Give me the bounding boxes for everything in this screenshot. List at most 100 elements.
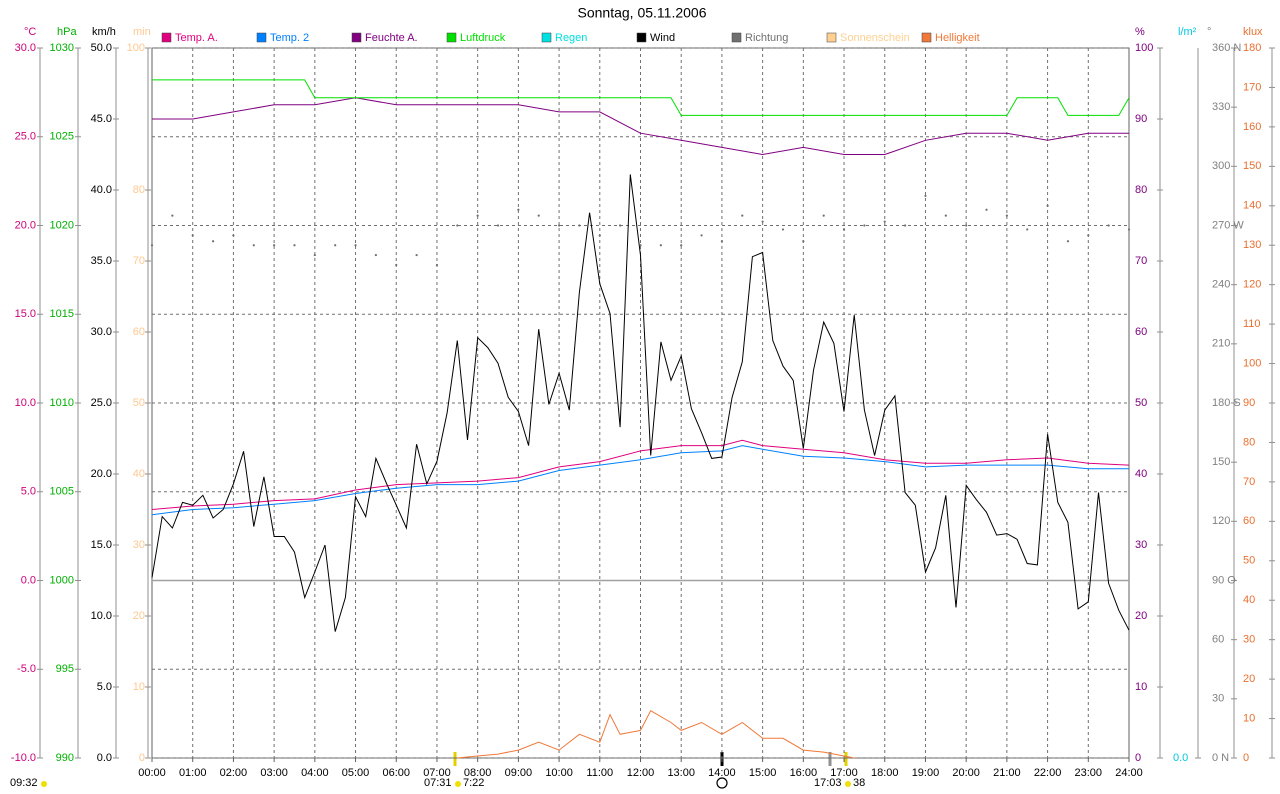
y-tick-label: 1000 [50,574,74,586]
series-line [151,174,1130,632]
direction-dot [741,214,744,217]
y-tick-label: 110 [1243,318,1261,330]
y-tick-label: 60 [1135,326,1147,338]
legend-swatch [256,32,267,43]
y-tick-label: 90 [1243,397,1255,409]
y-tick-label: 0 [139,752,145,764]
direction-dot [1107,224,1110,227]
annotation: 17:03 [814,777,842,789]
direction-dot [1046,204,1049,207]
direction-dot [1066,240,1070,243]
y-tick-label: 15.0 [91,539,112,551]
y-tick-label: 360 N [1212,42,1241,54]
direction-dot [700,234,703,237]
y-tick-label: 50 [1243,555,1255,567]
sun-icon [845,781,851,787]
legend-swatch [446,32,457,43]
direction-dot [781,228,785,231]
legend-label: Feuchte A. [365,32,418,44]
direction-dot [252,244,255,247]
direction-dot [985,208,988,211]
x-tick-label: 03:00 [260,767,288,779]
x-tick-label: 24:00 [1115,767,1143,779]
axis-unit: l/m² [1178,26,1197,38]
y-tick-label: 40.0 [91,184,112,196]
legend-swatch [541,32,552,43]
series-line [152,97,1129,156]
direction-dot [293,244,296,247]
legend-swatch [731,32,742,43]
y-tick-label: 270 W [1212,219,1244,231]
series-line [457,710,855,759]
legend-label: Regen [555,32,587,44]
y-tick-label: 45.0 [91,113,112,125]
direction-dot [354,244,357,247]
direction-dot [822,214,825,217]
direction-dot [334,244,337,247]
direction-dot [395,263,398,267]
y-tick-label: -5.0 [17,663,36,675]
x-tick-label: 08:00 [464,767,492,779]
y-tick-label: 995 [56,663,74,675]
series-line [151,445,1129,516]
annotation: 38 [853,777,865,789]
y-tick-label: 150 [1243,160,1261,172]
y-tick-label: 0 [1135,752,1141,764]
y-tick-label: 25.0 [91,397,112,409]
y-tick-label: 25.0 [15,131,36,143]
annotation: 09:32 [10,777,38,789]
y-tick-label: 1005 [50,486,74,498]
direction-dot [191,234,194,237]
y-tick-label: 100 [1135,42,1153,54]
y-tick-label: 10.0 [91,610,112,622]
y-tick-label: 30.0 [15,42,36,54]
direction-dot [883,220,886,223]
x-tick-label: 07:00 [423,767,451,779]
direction-dot [313,253,316,257]
direction-dot [659,244,662,247]
y-tick-label: 5.0 [21,486,36,498]
direction-dot [802,240,805,243]
x-tick-label: 16:00 [790,767,818,779]
y-tick-label: 170 [1243,81,1261,93]
y-tick-label: 10.0 [15,397,36,409]
legend-label: Sonnenschein [840,32,910,44]
direction-dot [415,253,418,257]
y-tick-label: 150 [1212,456,1230,468]
y-tick-label: 40 [1243,594,1255,606]
y-tick-label: 1030 [50,42,74,54]
legend-swatch [826,32,837,43]
direction-dot [924,194,927,198]
y-tick-label: 20.0 [15,219,36,231]
direction-dot [944,214,947,217]
y-tick-label: 10 [133,681,145,693]
direction-dot [863,224,866,227]
y-tick-label: 20 [1243,673,1255,685]
direction-dot [842,228,846,231]
direction-dot [1087,234,1090,237]
y-tick-label: 140 [1243,200,1261,212]
annotation: 07:31 [424,777,452,789]
y-tick-label: 100 [1243,357,1261,369]
y-tick-label: 1025 [50,131,74,143]
axis-unit: klux [1243,26,1263,38]
y-tick-label: 120 [1212,515,1230,527]
legend-swatch [636,32,647,43]
x-tick-label: 20:00 [952,767,980,779]
direction-dot [619,224,622,227]
y-tick-label: 60 [1243,515,1255,527]
legend-swatch [161,32,172,43]
legend-label: Helligkeit [935,32,980,44]
x-tick-label: 13:00 [667,767,695,779]
x-tick-label: 14:00 [708,767,736,779]
y-tick-label: 70 [1135,255,1147,267]
y-tick-label: 80 [133,184,145,196]
direction-dot [598,234,601,237]
axis-unit: min [133,26,151,38]
x-tick-label: 23:00 [1075,767,1103,779]
axis-unit: hPa [57,26,77,38]
direction-dot [232,234,235,237]
legend-label: Richtung [745,32,788,44]
x-tick-label: 04:00 [301,767,329,779]
y-tick-label: 70 [1243,476,1255,488]
